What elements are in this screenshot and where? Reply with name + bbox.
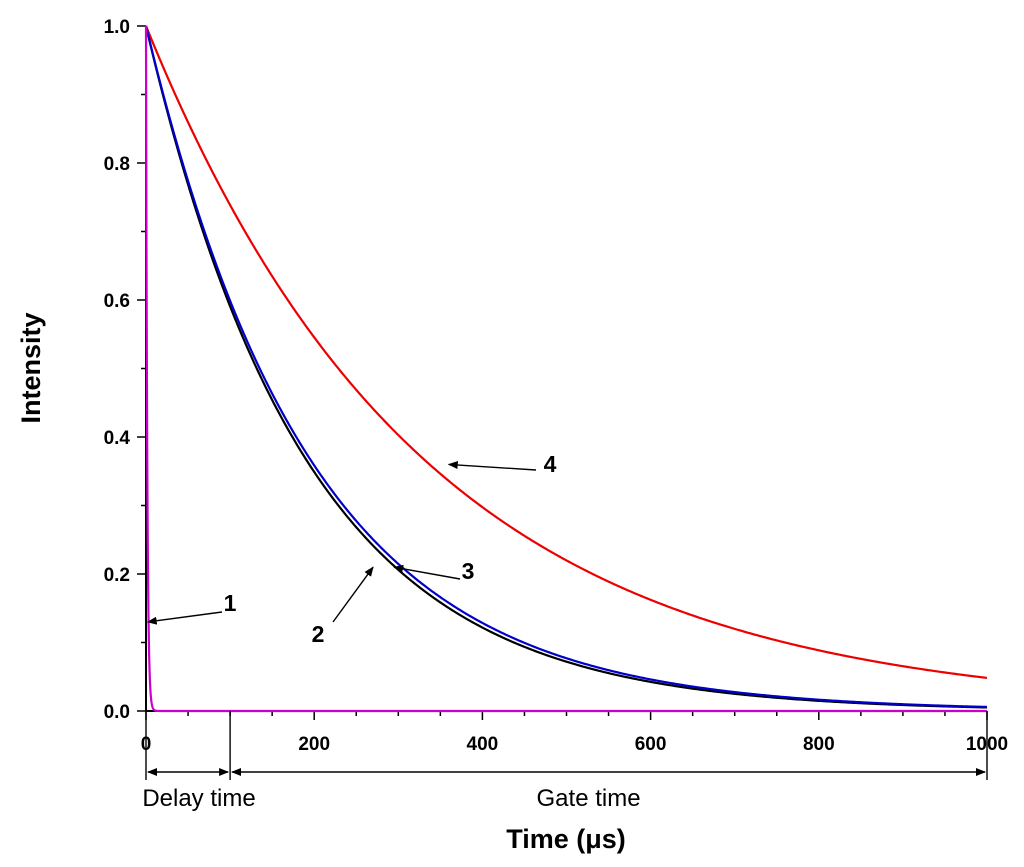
annotation-arrow-2 bbox=[332, 566, 374, 623]
y-tick-label: 0.0 bbox=[104, 702, 130, 723]
y-tick-label: 0.4 bbox=[104, 428, 131, 449]
region-layer: Delay time Gate time bbox=[142, 711, 988, 812]
axes: 020040060080010000.00.20.40.60.81.0 bbox=[104, 17, 1009, 755]
annotation-label-3: 3 bbox=[462, 558, 475, 584]
x-axis-title: Time (μs) bbox=[506, 824, 626, 854]
region-label: Gate time bbox=[537, 785, 641, 812]
annotation-layer: 1 2 3 4 bbox=[146, 451, 557, 647]
series-line-3 bbox=[144, 25, 988, 709]
y-tick-label: 1.0 bbox=[104, 17, 130, 38]
y-tick-label: 0.8 bbox=[104, 154, 130, 175]
annotation-label-2: 2 bbox=[312, 621, 325, 647]
series-line-1 bbox=[144, 25, 987, 713]
series-line-4 bbox=[144, 25, 988, 680]
region-label: Delay time bbox=[142, 785, 255, 812]
annotation-label-1: 1 bbox=[224, 590, 237, 616]
y-tick-label: 0.6 bbox=[104, 291, 130, 312]
series-line-2 bbox=[144, 25, 988, 709]
x-tick-label: 200 bbox=[298, 734, 330, 755]
annotation-label-4: 4 bbox=[544, 451, 557, 477]
x-tick-label: 800 bbox=[803, 734, 835, 755]
series-layer bbox=[144, 25, 988, 713]
y-axis-title: Intensity bbox=[16, 312, 46, 423]
x-tick-label: 600 bbox=[635, 734, 667, 755]
annotation-arrow-4 bbox=[447, 460, 537, 471]
x-tick-label: 400 bbox=[467, 734, 499, 755]
y-tick-label: 0.2 bbox=[104, 565, 130, 586]
annotation-arrow-3 bbox=[393, 564, 461, 580]
annotation-arrow-1 bbox=[146, 611, 223, 625]
